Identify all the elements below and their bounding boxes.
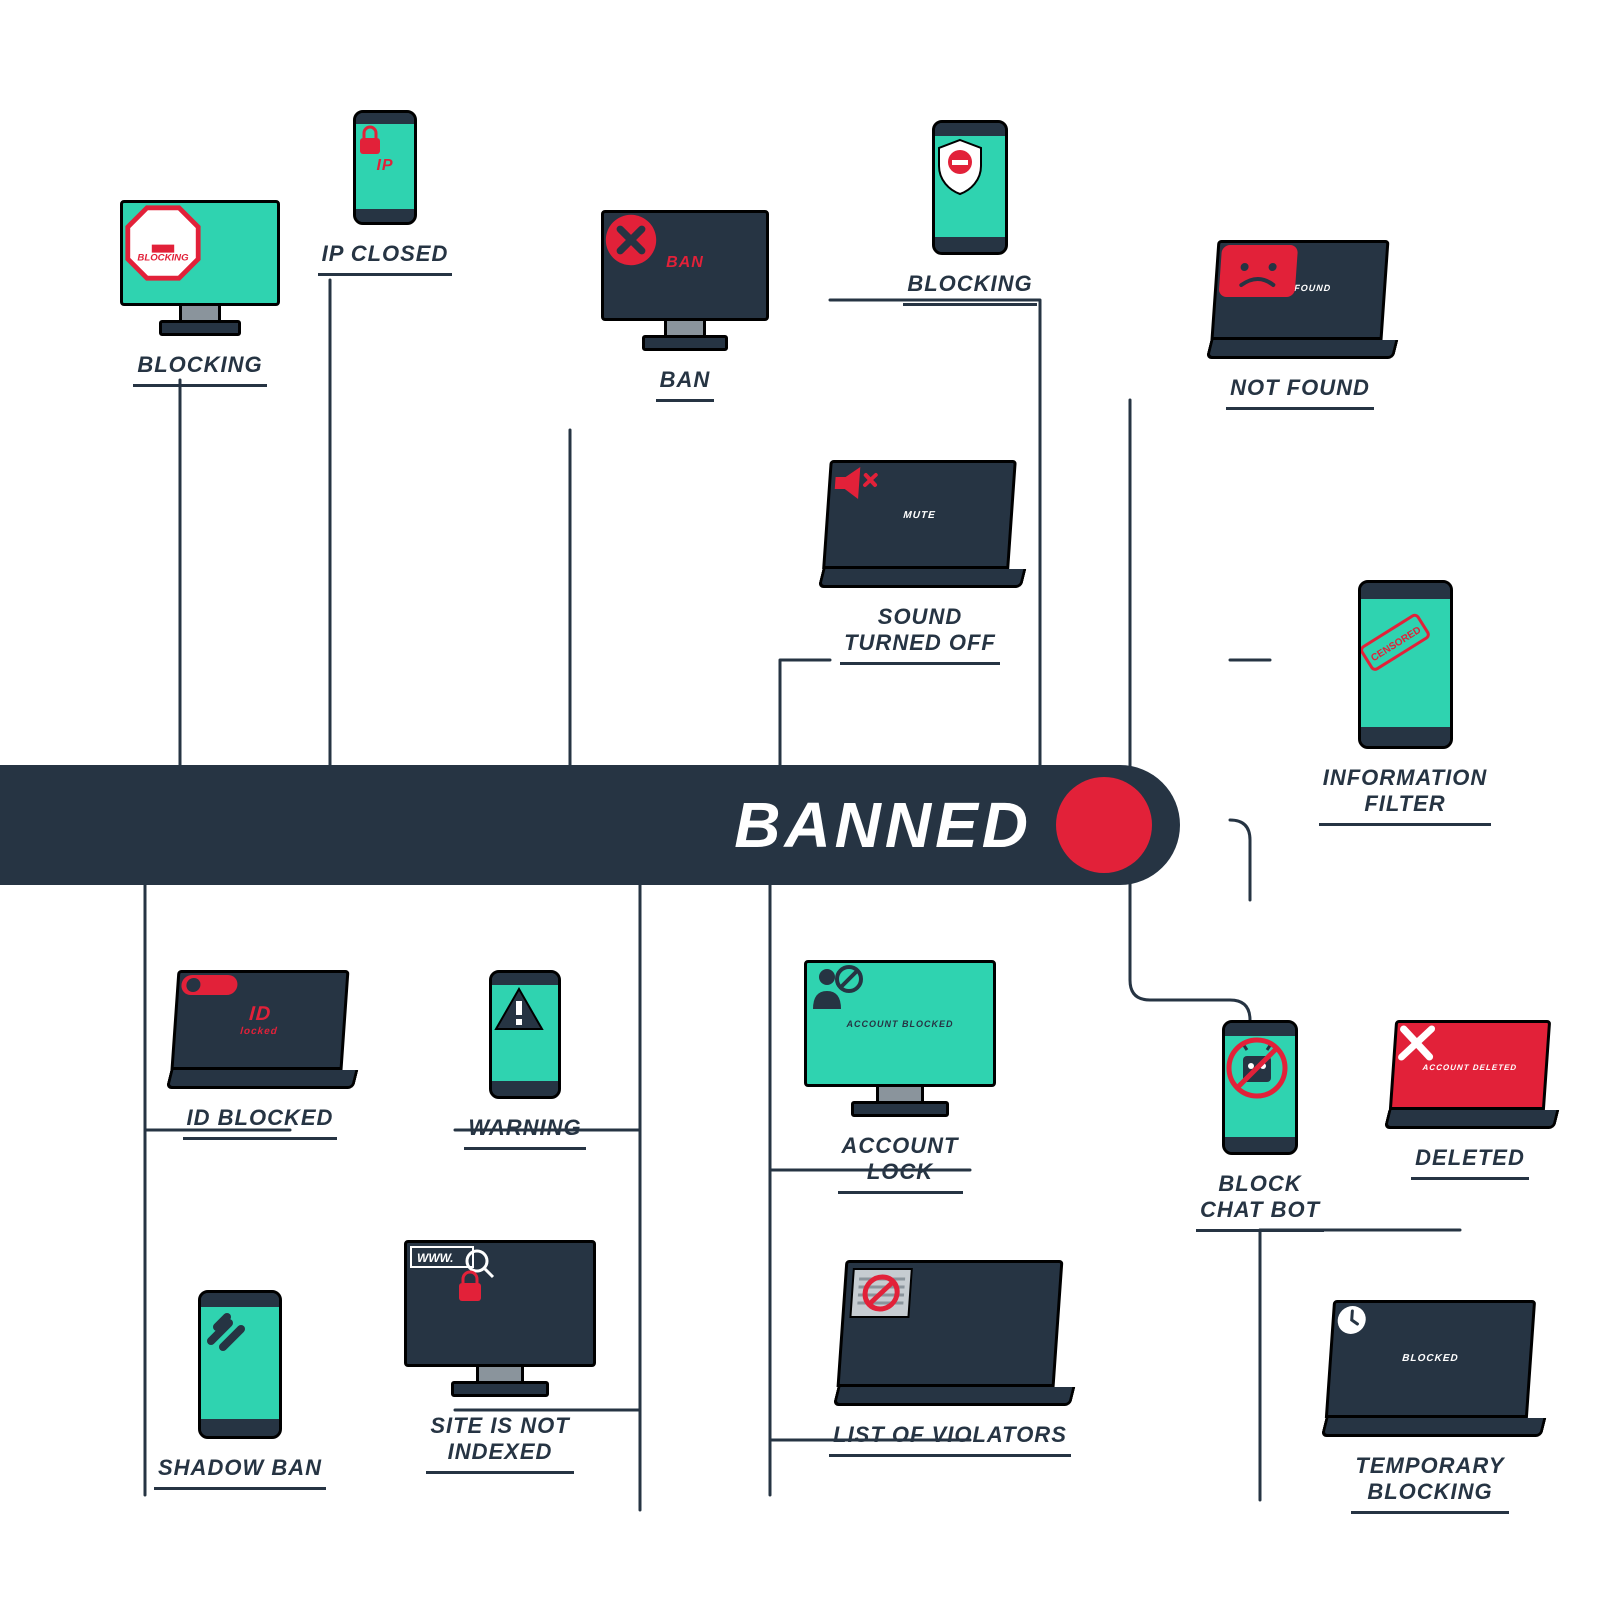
banned-x-icon — [1056, 777, 1152, 873]
caption-block-chat-bot: BLOCK CHAT BOT — [1196, 1165, 1324, 1232]
caption-account-lock: ACCOUNT LOCK — [838, 1127, 963, 1194]
node-blocking-monitor: BLOCKING BLOCKING — [100, 200, 300, 387]
node-temp-block: BLOCKED TEMPORARY BLOCKING — [1300, 1300, 1560, 1514]
caption-sound-off: SOUND TURNED OFF — [840, 598, 1000, 665]
caption-shadow-ban: SHADOW BAN — [154, 1449, 326, 1490]
node-ban: BAN BAN — [580, 210, 790, 402]
node-not-found: NOT FOUND NOT FOUND — [1190, 240, 1410, 410]
node-warning: WARNING — [430, 970, 620, 1150]
caption-violators: LIST OF VIOLATORS — [829, 1416, 1071, 1457]
node-violators: LIST OF VIOLATORS — [810, 1260, 1090, 1457]
caption-info-filter: INFORMATION FILTER — [1319, 759, 1492, 826]
caption-warning: WARNING — [464, 1109, 585, 1150]
caption-ip-closed: IP CLOSED — [318, 235, 453, 276]
banned-banner-text: BANNED — [734, 788, 1032, 862]
caption-not-indexed: SITE IS NOT INDEXED — [426, 1407, 573, 1474]
caption-not-found: NOT FOUND — [1226, 369, 1374, 410]
node-account-lock: ACCOUNT BLOCKED ACCOUNT LOCK — [780, 960, 1020, 1194]
infographic-stage: { "canvas": { "w": 1600, "h": 1600, "bg"… — [0, 0, 1600, 1600]
svg-text:WWW.: WWW. — [417, 1251, 453, 1265]
node-shadow-ban: SHADOW BAN — [130, 1290, 350, 1490]
caption-deleted: DELETED — [1411, 1139, 1529, 1180]
node-blocking-phone: BLOCKING — [870, 120, 1070, 306]
node-block-chat-bot: BLOCK CHAT BOT — [1160, 1020, 1360, 1232]
node-sound-off: MUTE SOUND TURNED OFF — [800, 460, 1040, 665]
caption-temp-block: TEMPORARY BLOCKING — [1351, 1447, 1508, 1514]
node-deleted: ACCOUNT DELETED DELETED — [1370, 1020, 1570, 1180]
banned-banner: BANNED — [0, 765, 1180, 885]
caption-blocking-phone: BLOCKING — [903, 265, 1036, 306]
node-not-indexed: WWW. SITE IS NOT INDEXED — [380, 1240, 620, 1474]
node-id-blocked: IDlocked ID BLOCKED — [150, 970, 370, 1140]
caption-blocking-monitor: BLOCKING — [133, 346, 266, 387]
caption-id-blocked: ID BLOCKED — [183, 1099, 338, 1140]
node-ip-closed: IP IP CLOSED — [300, 110, 470, 276]
svg-text:BLOCKING: BLOCKING — [137, 253, 189, 264]
node-info-filter: CENSORED INFORMATION FILTER — [1280, 580, 1530, 826]
caption-ban: BAN — [656, 361, 715, 402]
